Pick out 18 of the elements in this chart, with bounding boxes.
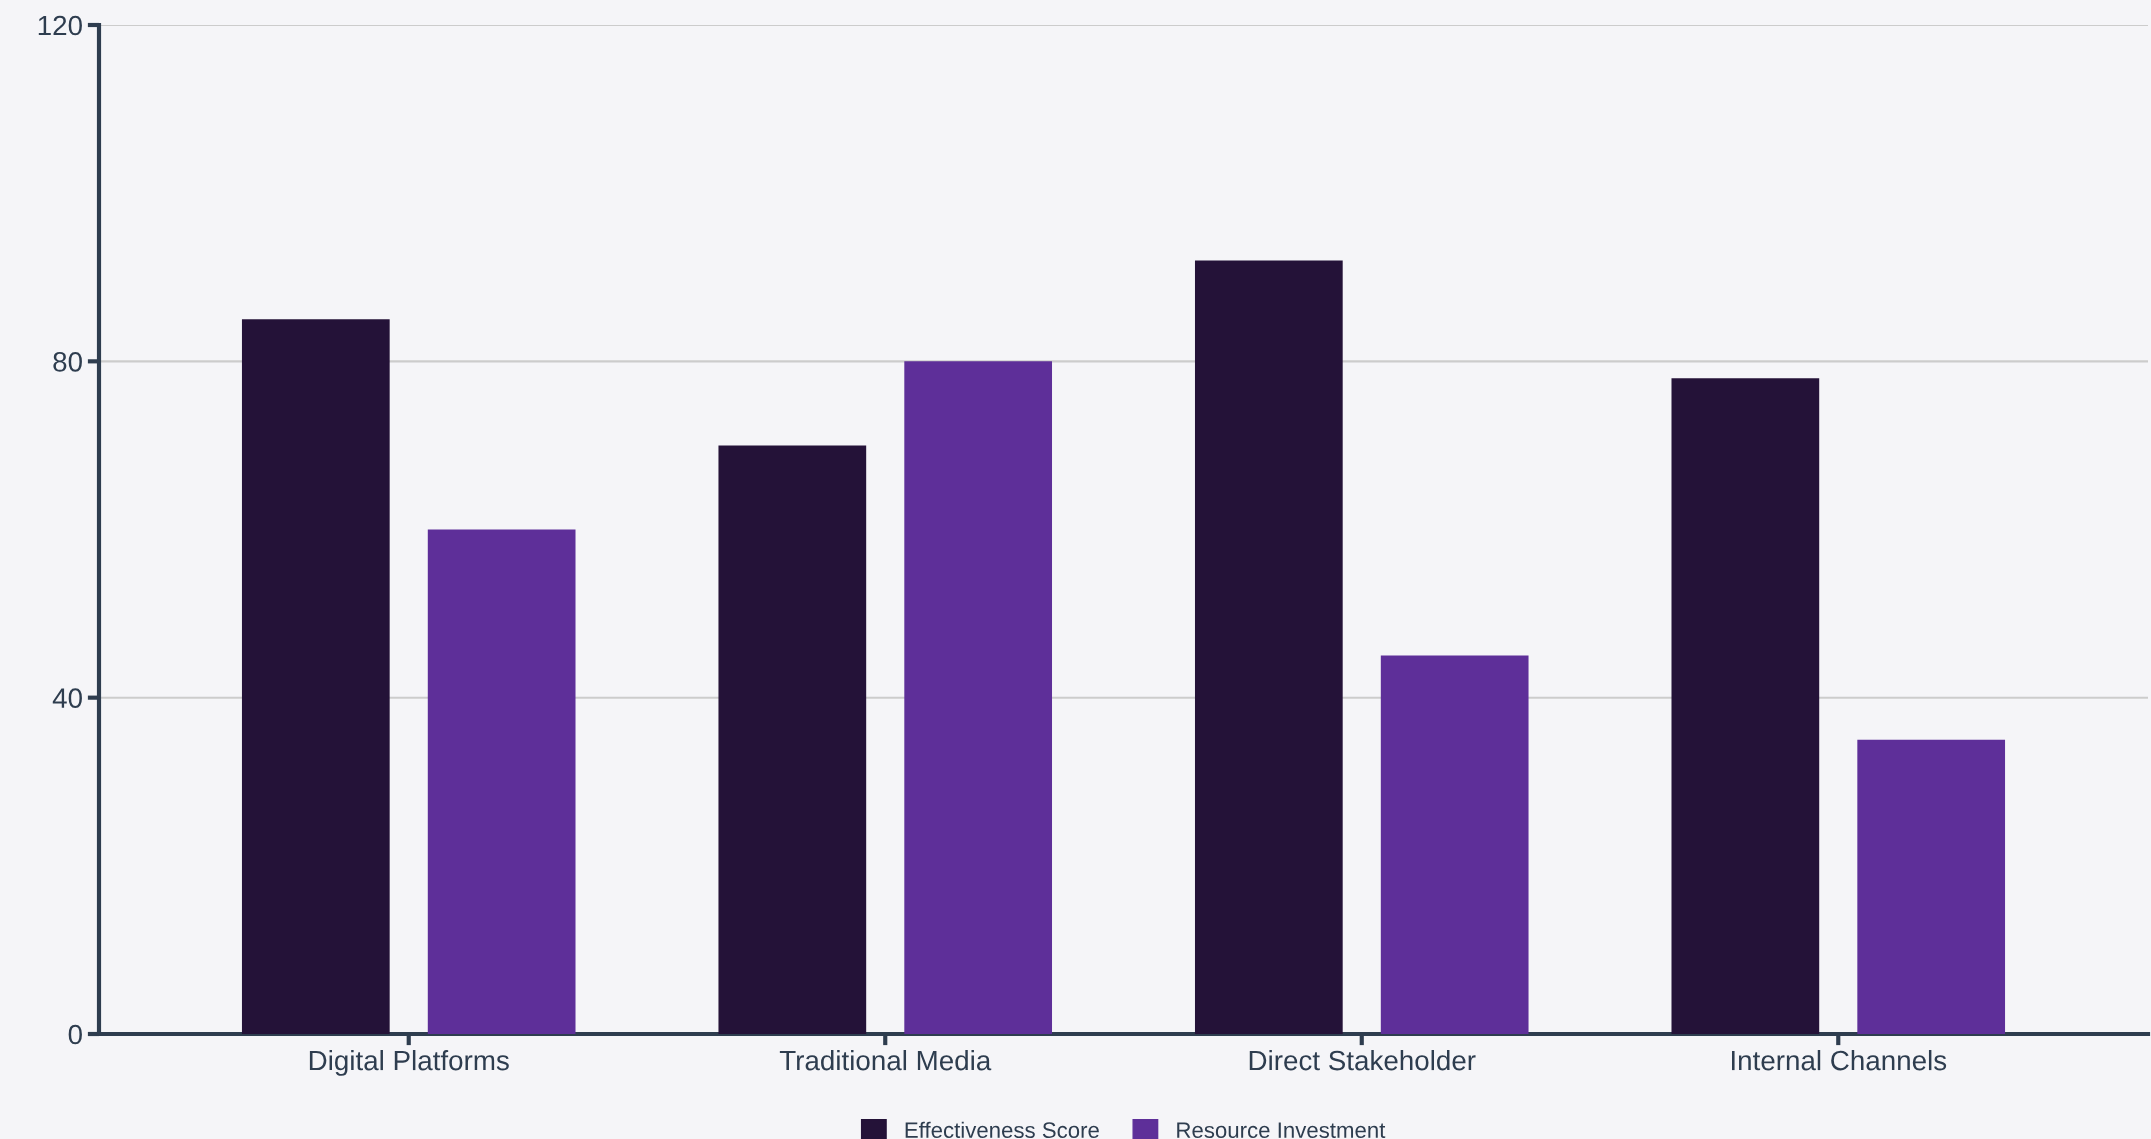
bar xyxy=(1380,655,1529,1034)
bar xyxy=(1671,378,1820,1034)
bar xyxy=(1194,260,1343,1034)
bar xyxy=(1857,739,2006,1034)
bar xyxy=(241,319,390,1034)
y-tick-label: 120 xyxy=(38,15,82,36)
bar xyxy=(718,445,867,1034)
y-tick-label: 40 xyxy=(52,688,82,709)
bar xyxy=(904,361,1053,1034)
legend-label: Resource Investment xyxy=(1177,1122,1386,1139)
y-tick-label: 0 xyxy=(68,1024,82,1045)
x-tick-label: Digital Platforms xyxy=(309,1049,509,1076)
x-tick-label: Direct Stakeholder xyxy=(1249,1049,1476,1071)
x-tick-label: Traditional Media xyxy=(779,1049,992,1071)
x-tick-label: Internal Channels xyxy=(1731,1049,1947,1071)
legend-label: Effectiveness Score xyxy=(905,1121,1099,1139)
y-tick-label: 80 xyxy=(53,352,82,372)
bar xyxy=(427,529,576,1034)
